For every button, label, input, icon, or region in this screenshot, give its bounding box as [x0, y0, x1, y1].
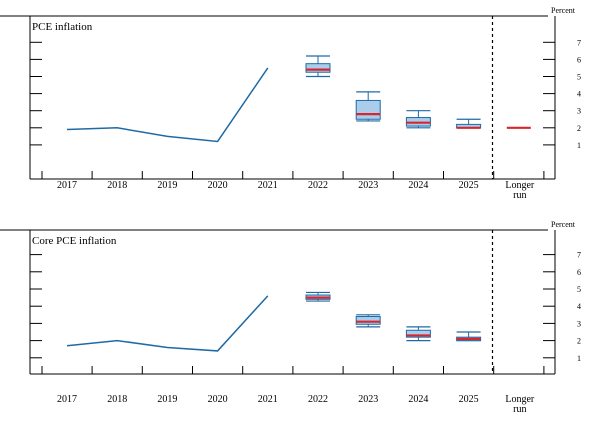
x-tick-label: 2023 — [358, 394, 378, 405]
projection-2023 — [355, 314, 381, 328]
chart-panel-2: Percent Core PCE inflation 1 2 3 4 5 6 7 2017 2018… — [0, 220, 581, 415]
x-tick-label: 2025 — [459, 394, 479, 405]
projection-2024 — [405, 110, 431, 129]
chart-title: Core PCE inflation — [32, 235, 117, 247]
y-tick-label: 5 — [577, 285, 581, 294]
x-tick-label: 2017 — [57, 180, 77, 191]
x-tick-label: 2019 — [157, 394, 177, 405]
y-tick-label: 3 — [577, 107, 581, 116]
x-tick-label: 2024 — [408, 180, 428, 191]
y-tick-label: 2 — [577, 337, 581, 346]
projection-2023 — [355, 91, 381, 122]
iqr-box — [355, 99, 381, 120]
unit-label: Percent — [551, 220, 576, 229]
y-tick-label: 4 — [577, 302, 581, 311]
projection-2024 — [405, 326, 431, 342]
x-tick-label: 2023 — [358, 180, 378, 191]
y-tick-label: 7 — [577, 38, 581, 47]
x-tick-label: 2019 — [157, 180, 177, 191]
iqr-box — [355, 316, 381, 325]
projection-2025 — [456, 331, 482, 342]
chart-panel-1: Percent PCE inflation 1 2 3 4 5 6 7 2017 2018 2019 2… — [0, 6, 581, 201]
x-tick-label: 2017 — [57, 394, 77, 405]
y-tick-label: 6 — [577, 268, 581, 277]
y-tick-label: 7 — [577, 251, 581, 260]
history-line — [66, 67, 269, 143]
x-tick-label: 2018 — [107, 180, 127, 191]
projection-2022 — [305, 55, 331, 78]
x-tick-label: 2025 — [459, 180, 479, 191]
y-tick-label: 1 — [577, 141, 581, 150]
y-tick-label: 4 — [577, 90, 581, 99]
x-tick-label: 2022 — [308, 394, 328, 405]
x-tick-label: 2020 — [208, 394, 228, 405]
unit-label: Percent — [551, 6, 576, 15]
y-tick-label: 6 — [577, 55, 581, 64]
x-tick-label: 2021 — [258, 394, 278, 405]
x-tick-label: Longer run — [505, 394, 535, 415]
y-tick-label: 3 — [577, 319, 581, 328]
chart-title: PCE inflation — [32, 21, 93, 33]
y-tick-label: 5 — [577, 73, 581, 82]
projection-2025 — [456, 118, 482, 129]
x-tick-label: 2022 — [308, 180, 328, 191]
iqr-box — [305, 63, 331, 73]
y-tick-label: 2 — [577, 124, 581, 133]
x-tick-label: 2018 — [107, 394, 127, 405]
history-line — [66, 295, 269, 352]
projection-2022 — [305, 291, 331, 302]
x-tick-label: 2021 — [258, 180, 278, 191]
x-tick-label: 2024 — [408, 394, 428, 405]
y-tick-label: 1 — [577, 354, 581, 363]
iqr-box — [405, 329, 431, 338]
x-tick-label: 2020 — [208, 180, 228, 191]
x-tick-label: Longer run — [505, 180, 535, 201]
